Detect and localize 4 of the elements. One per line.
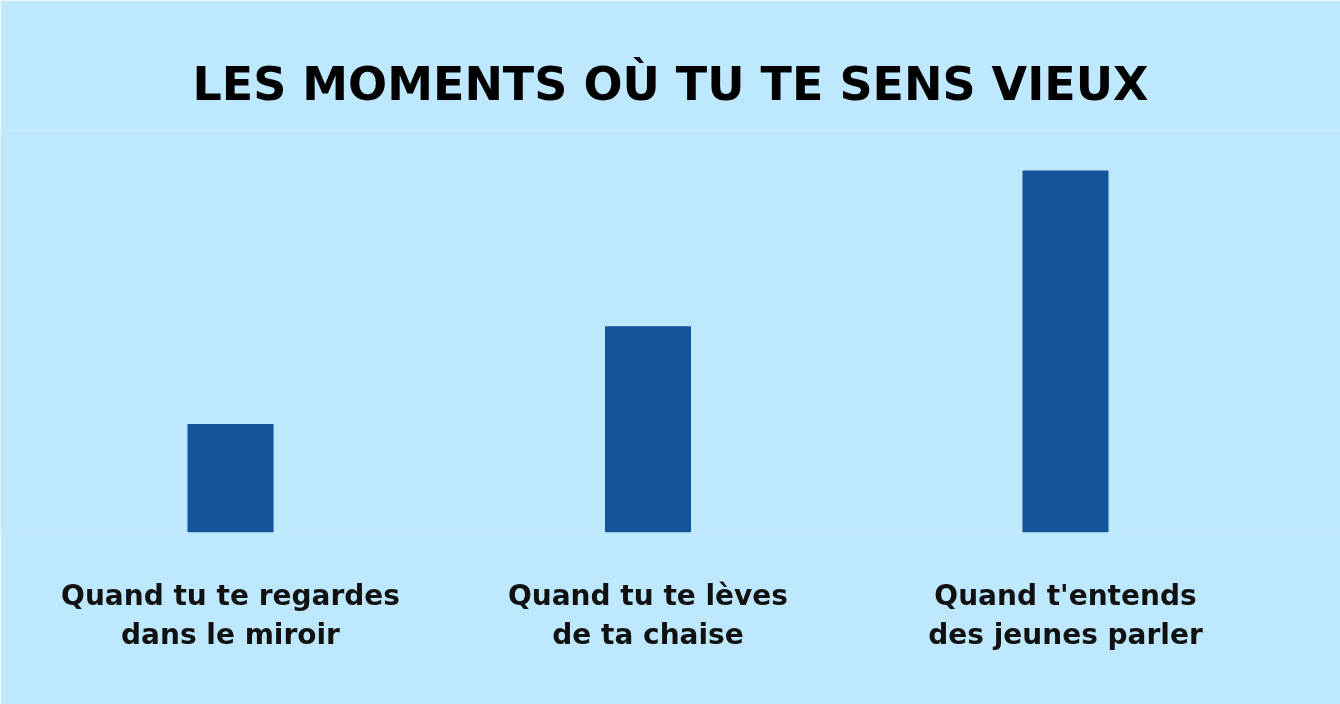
x-tick-label: Quand t'entends des jeunes parler — [928, 578, 1203, 652]
x-tick-label: Quand tu te lèves de ta chaise — [507, 578, 789, 652]
chart-title: LES MOMENTS OÙ TU TE SENS VIEUX — [192, 56, 1149, 111]
x-tick-label: Quand tu te regardes dans le miroir — [61, 578, 400, 652]
